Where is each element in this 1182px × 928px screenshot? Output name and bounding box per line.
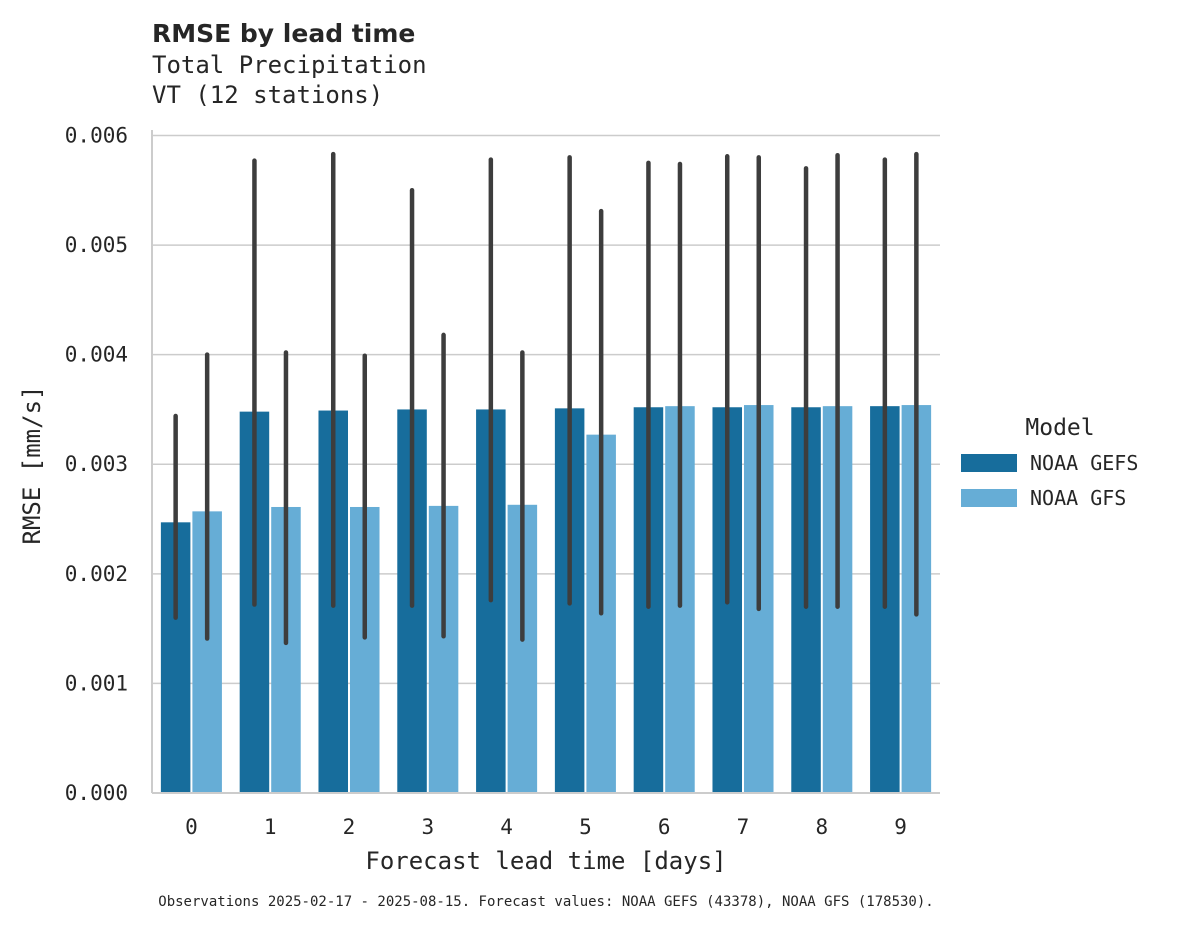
x-tick-label: 5 (579, 815, 592, 839)
x-axis-label: Forecast lead time [days] (365, 847, 726, 875)
legend-label: NOAA GFS (1030, 486, 1126, 510)
y-axis-label: RMSE [mm/s] (18, 386, 46, 545)
x-tick-label: 1 (264, 815, 277, 839)
y-tick-label: 0.001 (65, 671, 128, 695)
x-tick-label: 7 (737, 815, 750, 839)
footnote: Observations 2025-02-17 - 2025-08-15. Fo… (158, 894, 933, 910)
legend-swatch (961, 489, 1017, 507)
chart-subtitle-line-2: VT (12 stations) (152, 81, 383, 109)
y-tick-label: 0.003 (65, 452, 128, 476)
x-tick-label: 9 (894, 815, 907, 839)
x-tick-label: 6 (658, 815, 671, 839)
chart-title: RMSE by lead time (152, 19, 415, 48)
legend: Model NOAA GEFS NOAA GFS (961, 415, 1138, 510)
x-tick-label: 0 (185, 815, 198, 839)
axes (151, 130, 940, 794)
y-tick-label: 0.000 (65, 781, 128, 805)
legend-label: NOAA GEFS (1030, 451, 1138, 475)
bars (160, 405, 932, 793)
error-bars (173, 151, 919, 646)
x-tick-label: 4 (500, 815, 513, 839)
y-tick-labels: 0.000 0.001 0.002 0.003 0.004 0.005 0.006 (65, 123, 128, 805)
chart-subtitle-line-1: Total Precipitation (152, 51, 427, 79)
y-tick-label: 0.004 (65, 343, 128, 367)
legend-title: Model (1025, 415, 1094, 441)
y-gridlines (152, 134, 940, 794)
x-tick-label: 8 (815, 815, 828, 839)
y-tick-label: 0.005 (65, 233, 128, 257)
x-tick-labels: 0 1 2 3 4 5 6 7 8 9 (185, 815, 907, 839)
y-tick-label: 0.006 (65, 123, 128, 147)
x-tick-label: 2 (343, 815, 356, 839)
x-tick-label: 3 (421, 815, 434, 839)
legend-swatch (961, 454, 1017, 472)
y-tick-label: 0.002 (65, 562, 128, 586)
